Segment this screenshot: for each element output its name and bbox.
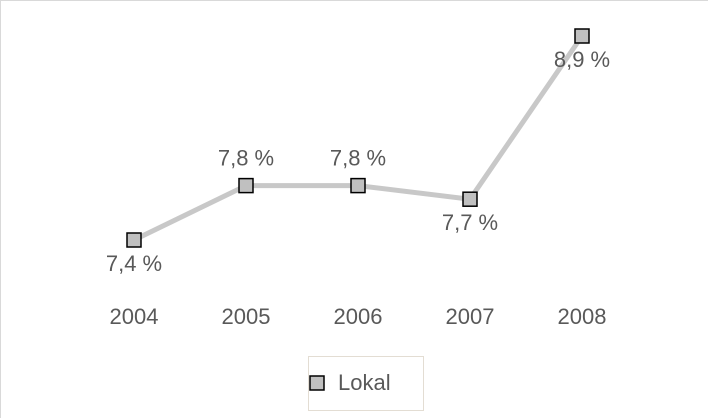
data-label: 7,4 % — [106, 251, 162, 276]
x-tick-label: 2006 — [334, 304, 383, 329]
x-tick-label: 2008 — [558, 304, 607, 329]
legend-marker — [309, 375, 325, 391]
data-label: 8,9 % — [554, 47, 610, 72]
marker — [350, 177, 366, 194]
legend-box — [308, 356, 424, 411]
legend-label: Lokal — [338, 370, 391, 395]
x-tick-label: 2004 — [110, 304, 159, 329]
data-label: 7,8 % — [330, 145, 386, 170]
x-tick-label: 2007 — [446, 304, 495, 329]
x-tick-label: 2005 — [222, 304, 271, 329]
marker — [574, 28, 590, 44]
marker — [238, 177, 254, 194]
data-label: 7,7 % — [442, 210, 498, 235]
marker — [462, 191, 478, 207]
data-label: 7,8 % — [218, 145, 274, 170]
marker — [126, 232, 142, 248]
